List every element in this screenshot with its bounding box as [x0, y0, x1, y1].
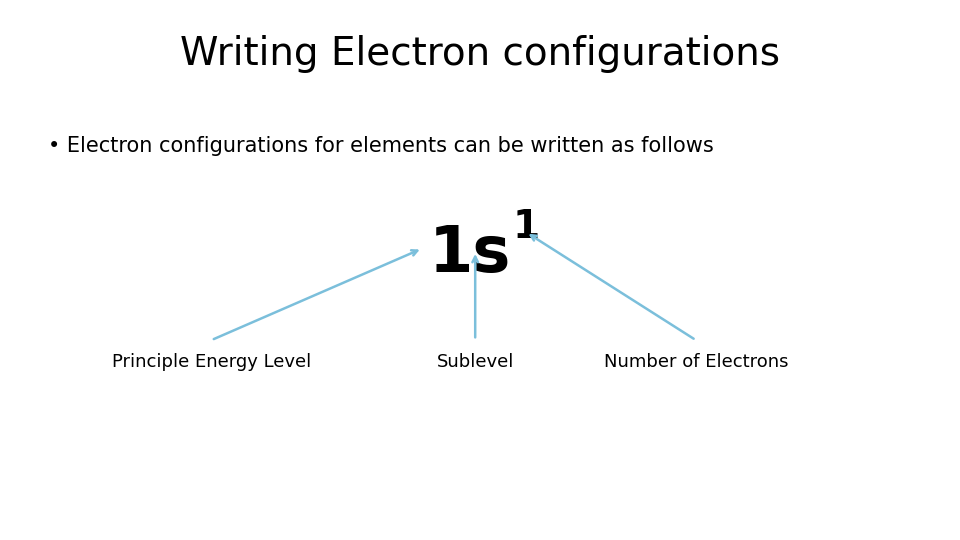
Text: Sublevel: Sublevel [437, 353, 514, 371]
Text: 1: 1 [513, 208, 540, 246]
Text: Principle Energy Level: Principle Energy Level [111, 353, 311, 371]
Text: • Electron configurations for elements can be written as follows: • Electron configurations for elements c… [48, 136, 713, 156]
Text: Number of Electrons: Number of Electrons [604, 353, 788, 371]
Text: 1s: 1s [429, 223, 512, 285]
Text: Writing Electron configurations: Writing Electron configurations [180, 35, 780, 73]
